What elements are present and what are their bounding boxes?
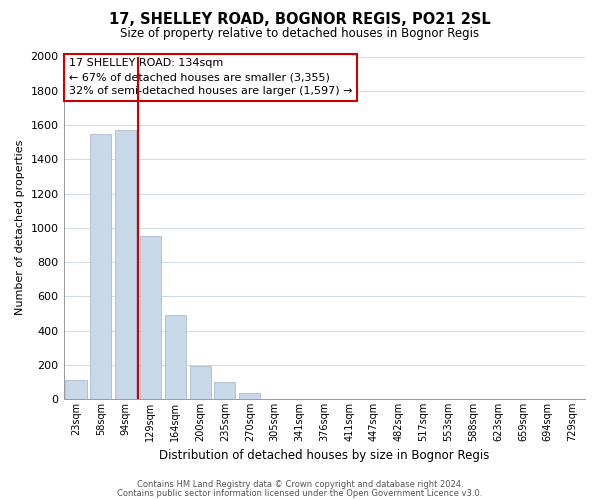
Bar bbox=[115, 130, 136, 399]
Bar bbox=[190, 366, 211, 399]
Text: 17 SHELLEY ROAD: 134sqm
← 67% of detached houses are smaller (3,355)
32% of semi: 17 SHELLEY ROAD: 134sqm ← 67% of detache… bbox=[69, 58, 352, 96]
Bar bbox=[165, 315, 186, 399]
Text: 17, SHELLEY ROAD, BOGNOR REGIS, PO21 2SL: 17, SHELLEY ROAD, BOGNOR REGIS, PO21 2SL bbox=[109, 12, 491, 28]
Bar bbox=[65, 380, 86, 399]
Bar bbox=[239, 392, 260, 399]
Bar bbox=[214, 382, 235, 399]
Text: Contains public sector information licensed under the Open Government Licence v3: Contains public sector information licen… bbox=[118, 488, 482, 498]
Bar bbox=[90, 134, 112, 399]
Text: Size of property relative to detached houses in Bognor Regis: Size of property relative to detached ho… bbox=[121, 28, 479, 40]
Text: Contains HM Land Registry data © Crown copyright and database right 2024.: Contains HM Land Registry data © Crown c… bbox=[137, 480, 463, 489]
X-axis label: Distribution of detached houses by size in Bognor Regis: Distribution of detached houses by size … bbox=[159, 450, 490, 462]
Bar bbox=[140, 236, 161, 399]
Y-axis label: Number of detached properties: Number of detached properties bbox=[15, 140, 25, 316]
